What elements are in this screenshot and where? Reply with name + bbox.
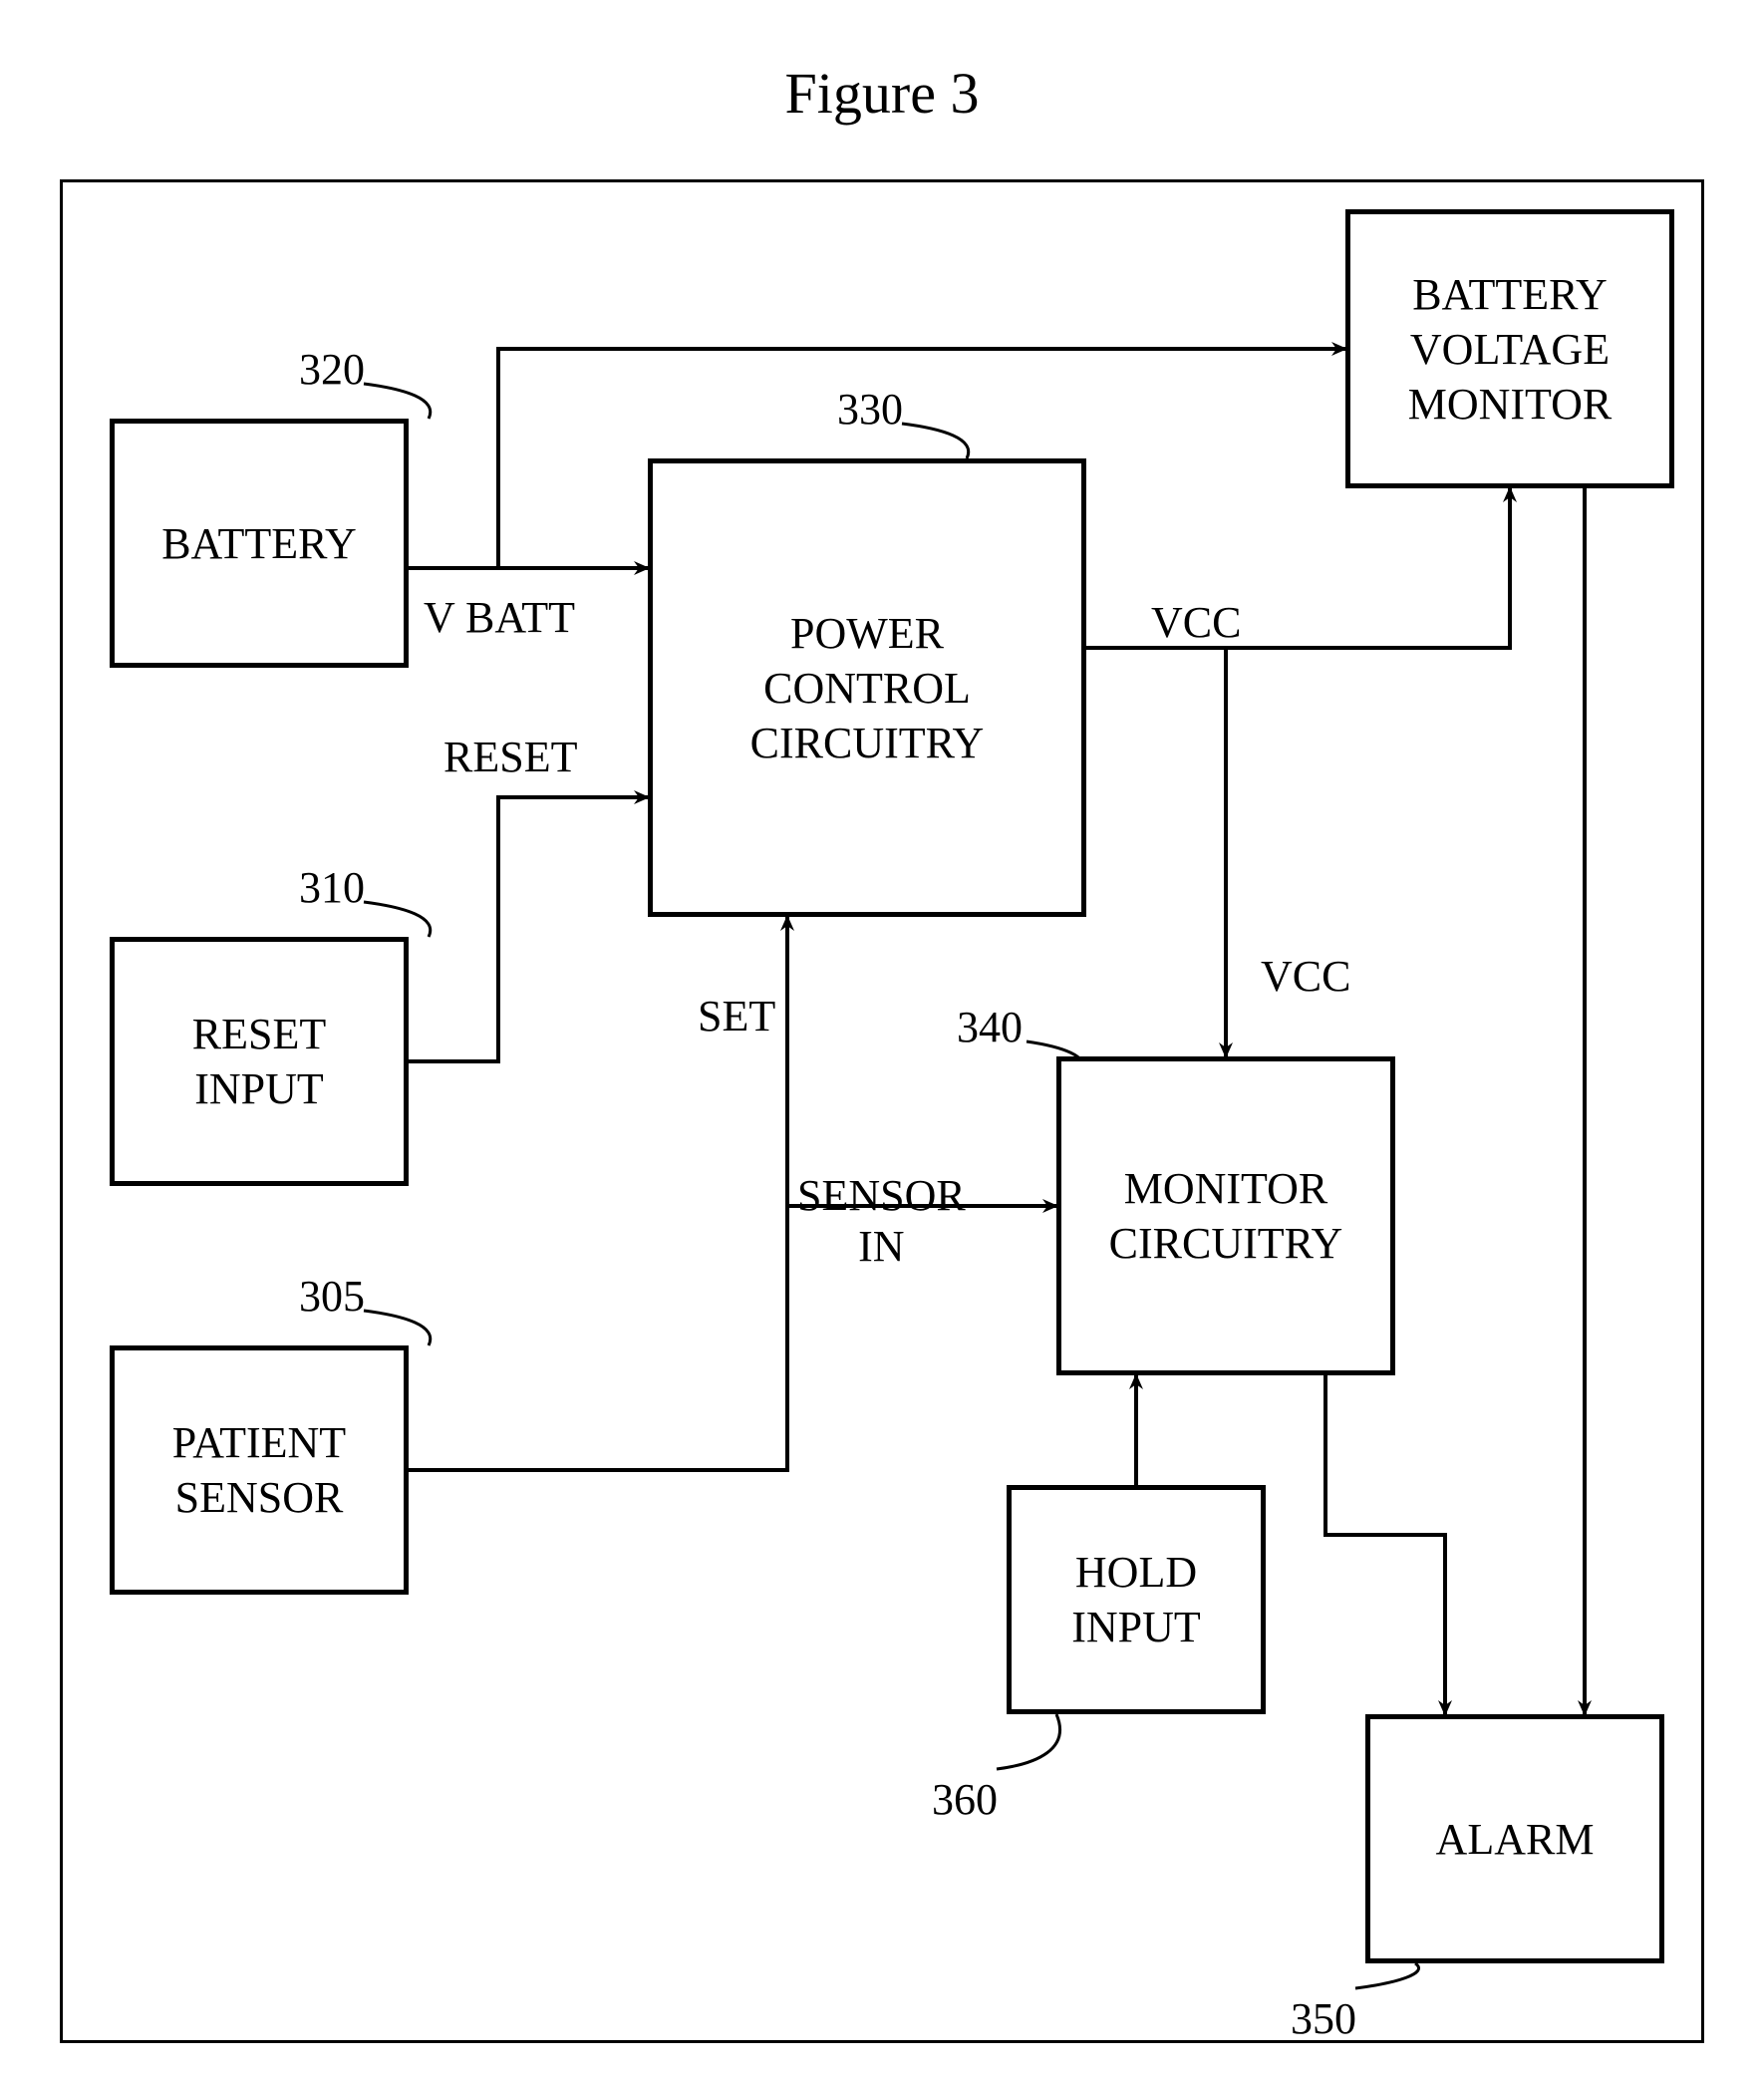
alarm-block: ALARM bbox=[1365, 1714, 1664, 1963]
ref-350: 350 bbox=[1291, 1993, 1356, 2044]
battery-block: BATTERY bbox=[110, 419, 409, 668]
alarm-label: ALARM bbox=[1436, 1812, 1595, 1867]
leader-hold_input bbox=[997, 1714, 1060, 1769]
power-control-label: POWER CONTROL CIRCUITRY bbox=[750, 606, 985, 770]
leader-power_control bbox=[902, 424, 969, 458]
ref-340: 340 bbox=[957, 1002, 1023, 1052]
vcc-vertical-label: VCC bbox=[1261, 952, 1350, 1003]
ref-330: 330 bbox=[837, 384, 903, 435]
hold-input-label: HOLD INPUT bbox=[1071, 1545, 1201, 1654]
sensor-in-signal-label: SENSOR IN bbox=[797, 1171, 966, 1272]
vcc-horizontal-label: VCC bbox=[1151, 598, 1241, 649]
battery-label: BATTERY bbox=[161, 516, 357, 571]
leader-alarm bbox=[1355, 1963, 1419, 1988]
power-control-circuitry-block: POWER CONTROL CIRCUITRY bbox=[648, 458, 1086, 917]
batt-volt-mon-label: BATTERY VOLTAGE MONITOR bbox=[1408, 267, 1613, 432]
reset-signal-label: RESET bbox=[443, 733, 577, 783]
monitor-label: MONITOR CIRCUITRY bbox=[1109, 1161, 1343, 1271]
leader-battery bbox=[364, 384, 431, 419]
ref-305: 305 bbox=[299, 1271, 365, 1322]
hold-input-block: HOLD INPUT bbox=[1007, 1485, 1266, 1714]
set-signal-label: SET bbox=[698, 992, 775, 1042]
arrow-pcc-to-bvm-vcc bbox=[1086, 488, 1510, 648]
monitor-circuitry-block: MONITOR CIRCUITRY bbox=[1056, 1056, 1395, 1375]
ref-320: 320 bbox=[299, 344, 365, 395]
leader-patient_sensor bbox=[364, 1311, 431, 1345]
arrow-monitor-to-alarm bbox=[1325, 1375, 1445, 1714]
patient-sensor-label: PATIENT SENSOR bbox=[172, 1415, 346, 1525]
battery-voltage-monitor-block: BATTERY VOLTAGE MONITOR bbox=[1345, 209, 1674, 488]
reset-input-label: RESET INPUT bbox=[192, 1007, 326, 1116]
ref-310: 310 bbox=[299, 862, 365, 913]
reset-input-block: RESET INPUT bbox=[110, 937, 409, 1186]
arrow-reset-to-pcc bbox=[409, 797, 648, 1061]
leader-reset_input bbox=[364, 902, 431, 937]
vbatt-signal-label: V BATT bbox=[424, 593, 575, 644]
patient-sensor-block: PATIENT SENSOR bbox=[110, 1345, 409, 1595]
ref-360: 360 bbox=[932, 1774, 998, 1825]
